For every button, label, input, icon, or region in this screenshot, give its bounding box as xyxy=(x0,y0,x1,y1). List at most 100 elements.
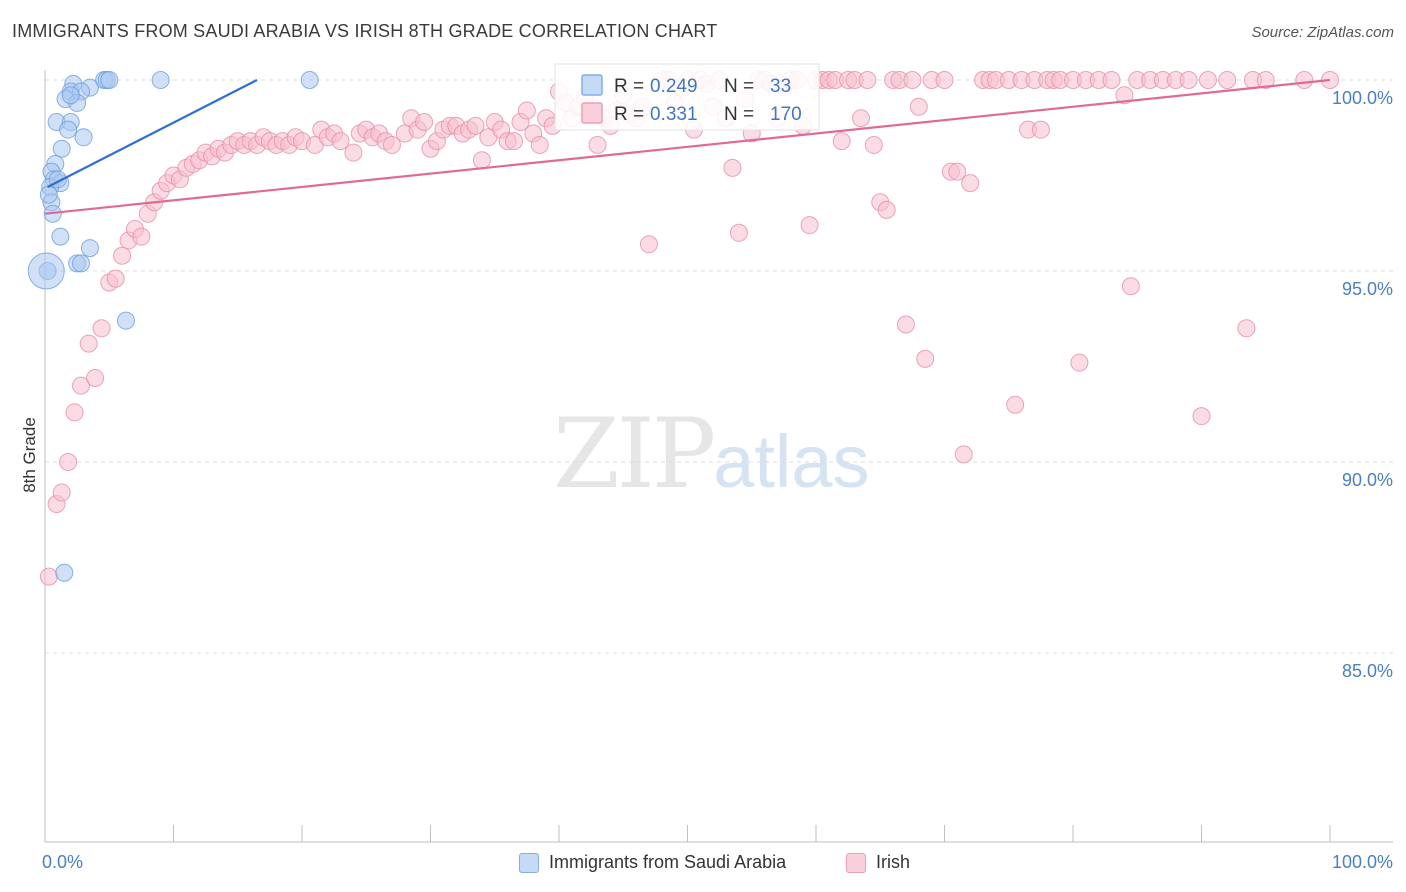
irish-point-101 xyxy=(723,158,742,177)
y-tick-label-2: 90.0% xyxy=(1342,470,1393,490)
irish-point-123 xyxy=(864,135,883,154)
irish-point-102 xyxy=(729,223,748,242)
irish-point-0 xyxy=(39,567,58,586)
legend-top-r-value-1: 0.331 xyxy=(650,104,698,125)
irish-point-164 xyxy=(1218,71,1237,89)
gridlines xyxy=(45,79,1393,654)
irish-point-11 xyxy=(113,246,132,265)
y-tick-label-1: 95.0% xyxy=(1342,279,1393,299)
irish-point-10 xyxy=(106,269,125,288)
irish-point-151 xyxy=(1070,353,1089,372)
y-tick-label-0: 100.0% xyxy=(1332,88,1393,108)
irish-point-3 xyxy=(59,453,78,471)
saudi-point-large xyxy=(27,252,65,290)
irish-point-71 xyxy=(517,101,536,120)
axes xyxy=(44,70,1393,843)
saudi-point-14 xyxy=(74,128,93,147)
legend-bottom: Immigrants from Saudi Arabia Irish xyxy=(0,852,1406,878)
irish-point-130 xyxy=(909,97,928,116)
legend-label-saudi-arabia: Immigrants from Saudi Arabia xyxy=(549,852,787,872)
irish-point-156 xyxy=(1121,277,1140,296)
irish-point-142 xyxy=(1006,395,1025,414)
irish-point-81 xyxy=(588,135,607,154)
saudi-point-30 xyxy=(39,185,58,204)
irish-point-5 xyxy=(71,376,90,395)
irish-point-167 xyxy=(1256,71,1275,89)
irish-point-44 xyxy=(331,132,350,151)
watermark: ZIPatlas xyxy=(553,398,870,510)
saudi-point-26 xyxy=(71,254,90,273)
irish-point-163 xyxy=(1198,71,1217,89)
legend-top-swatch-1 xyxy=(581,102,603,124)
irish-point-2 xyxy=(52,483,71,502)
irish-point-55 xyxy=(415,113,434,132)
legend-label-irish: Irish xyxy=(876,852,911,872)
saudi-point-24 xyxy=(80,239,99,258)
legend-top: R = 0.249 N = 33 R = 0.331 N = 170 xyxy=(554,63,820,131)
saudi-point-32 xyxy=(61,86,80,105)
irish-point-4 xyxy=(65,403,84,422)
irish-point-64 xyxy=(472,151,491,170)
saudi-point-15 xyxy=(52,139,71,158)
irish-point-89 xyxy=(639,235,658,254)
legend-top-n-value-0: 33 xyxy=(770,76,791,97)
irish-point-14 xyxy=(132,227,151,246)
trend-line-irish xyxy=(44,78,1331,215)
irish-point-113 xyxy=(800,216,819,235)
irish-point-45 xyxy=(344,143,363,162)
irish-point-136 xyxy=(954,445,973,464)
legend-top-r-value-0: 0.249 xyxy=(650,76,698,97)
saudi-point-6 xyxy=(300,71,319,89)
legend-item-saudi-arabia[interactable]: Immigrants from Saudi Arabia xyxy=(519,852,786,873)
irish-point-154 xyxy=(1102,71,1121,89)
irish-point-6 xyxy=(79,334,98,353)
series-saudi-arabia xyxy=(27,71,319,582)
irish-point-162 xyxy=(1192,407,1211,426)
x-tick-min-label: 0.0% xyxy=(42,852,84,872)
legend-top-swatch-0 xyxy=(581,74,603,96)
irish-point-51 xyxy=(382,135,401,154)
irish-point-161 xyxy=(1179,71,1198,89)
trend-lines xyxy=(44,78,1331,215)
legend-top-n-value-1: 170 xyxy=(770,104,802,125)
irish-point-73 xyxy=(530,135,549,154)
irish-point-168 xyxy=(1295,71,1314,89)
irish-point-7 xyxy=(86,368,105,387)
legend-top-r-label-0: R = xyxy=(614,76,644,97)
legend-top-r-label-1: R = xyxy=(614,104,644,125)
series-irish xyxy=(39,71,1339,586)
irish-point-63 xyxy=(466,116,485,135)
chart-title: IMMIGRANTS FROM SAUDI ARABIA VS IRISH 8T… xyxy=(12,21,718,41)
irish-point-128 xyxy=(896,315,915,334)
irish-point-129 xyxy=(903,71,922,89)
irish-point-155 xyxy=(1115,86,1134,105)
irish-point-133 xyxy=(935,71,954,89)
irish-point-131 xyxy=(916,349,935,368)
irish-point-165 xyxy=(1237,319,1256,338)
saudi-point-4 xyxy=(100,71,119,89)
chart-source: Source: ZipAtlas.com xyxy=(1251,24,1394,41)
trend-line-saudi-arabia xyxy=(47,79,258,188)
saudi-point-28 xyxy=(55,563,74,582)
irish-point-137 xyxy=(961,174,980,193)
legend-item-irish[interactable]: Irish xyxy=(846,852,910,873)
saudi-point-13 xyxy=(59,120,78,139)
irish-point-122 xyxy=(858,71,877,89)
irish-point-146 xyxy=(1031,120,1050,139)
irish-point-121 xyxy=(851,109,870,128)
irish-point-8 xyxy=(92,319,111,338)
x-tick-max-label: 100.0% xyxy=(1331,852,1393,872)
irish-point-135 xyxy=(948,162,967,181)
watermark-zip: ZIP xyxy=(553,398,716,510)
legend-swatch-saudi-arabia xyxy=(519,852,539,873)
saudi-point-23 xyxy=(51,227,70,246)
legend-top-n-label-0: N = xyxy=(724,76,754,97)
irish-point-125 xyxy=(877,200,896,219)
irish-point-118 xyxy=(832,132,851,151)
legend-top-n-label-1: N = xyxy=(724,104,754,125)
saudi-point-27 xyxy=(116,311,135,330)
y-tick-label-3: 85.0% xyxy=(1342,661,1393,681)
irish-point-69 xyxy=(505,132,524,151)
saudi-point-5 xyxy=(151,71,170,89)
